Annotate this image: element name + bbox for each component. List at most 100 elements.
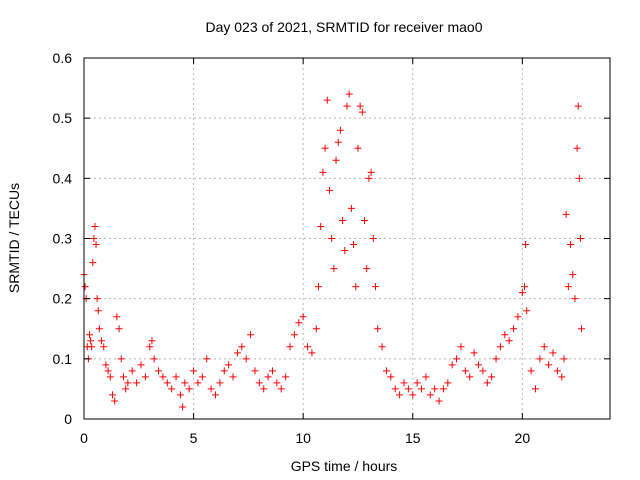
data-point-marker (92, 241, 100, 249)
data-point-marker (247, 331, 255, 339)
data-point-marker (492, 355, 500, 363)
data-point-marker (133, 379, 141, 387)
data-point-marker (94, 307, 102, 315)
x-tick-label: 15 (405, 430, 421, 446)
data-point-marker (510, 325, 518, 333)
y-tick-label: 0.4 (53, 170, 73, 186)
data-point-marker (102, 361, 110, 369)
data-point-marker (422, 373, 430, 381)
data-point-marker (179, 403, 187, 411)
data-point-marker (466, 373, 474, 381)
data-point-marker (260, 385, 268, 393)
data-point-marker (181, 379, 189, 387)
data-point-marker (321, 144, 329, 152)
data-point-marker (564, 283, 572, 291)
data-point-marker (569, 271, 577, 279)
data-point-marker (448, 361, 456, 369)
data-point-marker (122, 385, 130, 393)
data-point-marker (444, 379, 452, 387)
data-point-marker (371, 283, 379, 291)
data-point-marker (81, 283, 89, 291)
data-point-marker (207, 385, 215, 393)
data-point-marker (354, 144, 362, 152)
data-point-marker (290, 331, 298, 339)
data-point-marker (391, 385, 399, 393)
data-point-marker (367, 168, 375, 176)
data-point-marker (185, 385, 193, 393)
data-point-marker (378, 343, 386, 351)
data-point-marker (358, 108, 366, 116)
data-point-marker (225, 361, 233, 369)
data-point-marker (106, 373, 114, 381)
data-point-marker (85, 331, 93, 339)
data-point-marker (426, 391, 434, 399)
data-point-marker (168, 385, 176, 393)
data-point-marker (104, 367, 112, 375)
data-point-marker (141, 373, 149, 381)
data-point-marker (203, 355, 211, 363)
chart-title: Day 023 of 2021, SRMTID for receiver mao… (205, 19, 482, 35)
data-point-marker (163, 379, 171, 387)
data-point-marker (119, 373, 127, 381)
data-point-marker (255, 379, 263, 387)
data-point-marker (341, 247, 349, 255)
y-tick-labels: 0 0.1 0.2 0.3 0.4 0.5 0.6 (53, 50, 73, 427)
data-point-marker (146, 343, 154, 351)
grid-lines (84, 58, 610, 419)
data-point-marker (382, 367, 390, 375)
data-point-marker (549, 349, 557, 357)
data-point-marker (325, 186, 333, 194)
data-point-marker (89, 259, 97, 267)
data-point-marker (553, 367, 561, 375)
data-point-marker (527, 367, 535, 375)
data-point-marker (496, 343, 504, 351)
y-tick-label: 0.2 (53, 291, 73, 307)
data-point-marker (536, 355, 544, 363)
data-point-marker (431, 385, 439, 393)
data-point-marker (461, 367, 469, 375)
data-point-marker (400, 379, 408, 387)
y-tick-label: 0 (64, 411, 72, 427)
data-point-marker (562, 210, 570, 218)
data-point-marker (148, 337, 156, 345)
data-point-marker (242, 355, 250, 363)
x-tick-label: 0 (80, 430, 88, 446)
data-point-marker (418, 385, 426, 393)
y-tick-label: 0.3 (53, 231, 73, 247)
data-point-marker (238, 343, 246, 351)
data-point-marker (361, 216, 369, 224)
data-point-marker (308, 349, 316, 357)
data-point-marker (328, 235, 336, 242)
data-point-marker (251, 367, 259, 375)
data-point-marker (334, 138, 342, 146)
data-point-marker (522, 241, 530, 249)
data-point-marker (369, 235, 377, 242)
data-point-marker (304, 343, 312, 351)
data-point-marker (194, 379, 202, 387)
x-tick-label: 5 (190, 430, 198, 446)
data-point-marker (501, 331, 509, 339)
y-tick-label: 0.6 (53, 50, 73, 66)
data-point-marker (312, 325, 320, 333)
data-point-marker (216, 379, 224, 387)
data-point-marker (315, 283, 323, 291)
data-point-marker (190, 367, 198, 375)
data-point-marker (339, 216, 347, 224)
y-tick-label: 0.1 (53, 351, 73, 367)
data-point-marker (332, 156, 340, 164)
x-axis-label: GPS time / hours (291, 458, 398, 474)
data-point-marker (319, 168, 327, 176)
data-point-marker (87, 337, 95, 345)
data-point-marker (282, 373, 290, 381)
data-point-marker (404, 385, 412, 393)
x-tick-labels: 0 5 10 15 20 (80, 430, 530, 446)
data-point-marker (137, 361, 145, 369)
data-point-marker (273, 379, 281, 387)
data-point-marker (124, 379, 132, 387)
x-tick-label: 20 (515, 430, 531, 446)
data-point-marker (115, 325, 123, 333)
data-point-marker (150, 355, 158, 363)
data-point-marker (98, 337, 106, 345)
data-point-marker (374, 325, 382, 333)
data-point-marker (350, 241, 358, 249)
